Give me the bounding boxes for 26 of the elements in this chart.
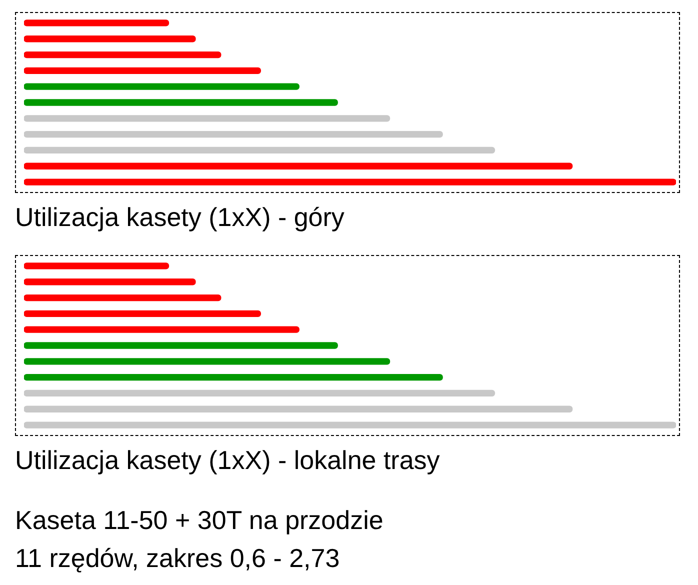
bar [24,294,222,302]
bar [24,178,676,186]
bar [24,20,170,26]
bar [24,99,338,106]
bar [24,358,390,365]
bar [24,130,443,138]
bar [24,83,300,90]
bar [24,115,390,122]
bar [24,310,262,318]
bar [24,146,496,154]
bar [24,422,676,428]
bar [24,162,573,170]
text: Utilizacja kasety (1xX) - góry [15,201,346,233]
bar [24,278,196,286]
bar [24,36,196,42]
bar [24,390,496,397]
text: 11 rzędów, zakres 0,6 - 2,73 [15,542,341,574]
bar [24,67,262,74]
bar [24,406,573,412]
bar [24,262,170,270]
bar [24,51,222,58]
bar [24,326,300,333]
bar [24,342,338,349]
text: Utilizacja kasety (1xX) - lokalne trasy [15,444,441,476]
bar [24,374,443,381]
text: Kaseta 11-50 + 30T na przodzie [15,504,384,536]
